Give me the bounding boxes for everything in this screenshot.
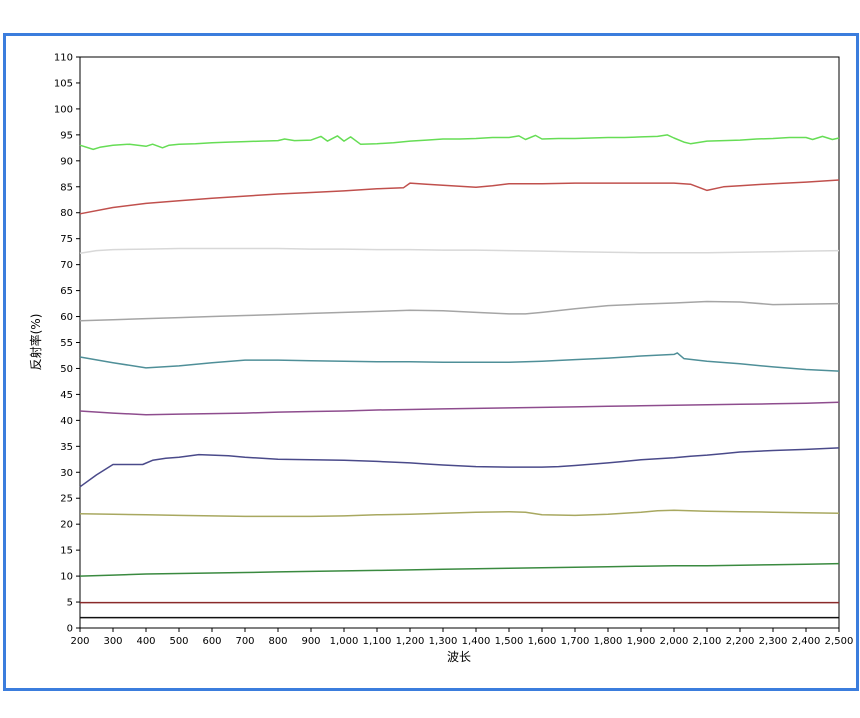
x-tick-label: 2,000 <box>660 636 689 647</box>
x-tick-label: 2,100 <box>693 636 722 647</box>
y-tick-label: 105 <box>54 78 73 89</box>
y-axis: 0 5 10 15 20 25 30 35 40 45 50 55 60 65 70 75 80 85 90 95 10… <box>54 53 80 635</box>
y-tick-label: 15 <box>60 546 73 557</box>
y-tick-label: 45 <box>60 390 73 401</box>
y-tick-label: 95 <box>60 130 73 141</box>
y-tick-label: 60 <box>60 312 73 323</box>
series-line-4 <box>79 300 840 322</box>
y-tick-label: 5 <box>67 598 73 609</box>
series-line-2 <box>79 179 840 215</box>
x-tick-label: 400 <box>136 636 155 647</box>
series-line-6 <box>79 401 840 416</box>
series-line-9 <box>79 562 840 577</box>
plot-area <box>79 56 840 629</box>
x-tick-label: 600 <box>202 636 221 647</box>
series-line-5 <box>79 352 840 372</box>
x-tick-label: 1,100 <box>363 636 392 647</box>
x-tick-label: 200 <box>70 636 89 647</box>
series-line-3 <box>79 247 840 254</box>
y-tick-label: 40 <box>60 416 73 427</box>
series-layer <box>79 134 840 619</box>
x-axis-title: 波长 <box>447 650 471 664</box>
x-tick-label: 500 <box>169 636 188 647</box>
y-tick-label: 85 <box>60 182 73 193</box>
y-tick-label: 75 <box>60 234 73 245</box>
x-tick-label: 300 <box>103 636 122 647</box>
x-tick-label: 1,700 <box>561 636 590 647</box>
y-tick-label: 90 <box>60 156 73 167</box>
chart-frame: 200 300 400 500 600 700 800 900 1,000 1,100 1,200 1… <box>3 33 859 691</box>
y-tick-label: 50 <box>60 364 73 375</box>
x-tick-label: 2,200 <box>726 636 755 647</box>
y-tick-label: 100 <box>54 104 73 115</box>
y-tick-label: 70 <box>60 260 73 271</box>
x-tick-label: 1,800 <box>594 636 623 647</box>
x-tick-label: 800 <box>268 636 287 647</box>
reflectance-chart: 200 300 400 500 600 700 800 900 1,000 1,100 1,200 1… <box>28 53 853 665</box>
y-axis-title: 反射率(%) <box>28 314 43 371</box>
y-tick-label: 55 <box>60 338 73 349</box>
x-tick-label: 2,400 <box>792 636 821 647</box>
x-tick-label: 1,600 <box>528 636 557 647</box>
series-line-1 <box>79 134 840 151</box>
x-tick-label: 1,900 <box>627 636 656 647</box>
y-tick-label: 0 <box>67 624 73 635</box>
x-tick-label: 2,500 <box>825 636 854 647</box>
y-tick-label: 35 <box>60 442 73 453</box>
x-tick-label: 1,200 <box>396 636 425 647</box>
y-tick-label: 80 <box>60 208 73 219</box>
x-tick-label: 1,000 <box>330 636 359 647</box>
x-tick-label: 1,500 <box>495 636 524 647</box>
x-tick-label: 2,300 <box>759 636 788 647</box>
series-line-7 <box>79 447 840 488</box>
y-tick-label: 65 <box>60 286 73 297</box>
y-tick-label: 25 <box>60 494 73 505</box>
x-tick-label: 1,400 <box>462 636 491 647</box>
series-line-8 <box>79 509 840 518</box>
x-tick-label: 900 <box>301 636 320 647</box>
x-axis: 200 300 400 500 600 700 800 900 1,000 1,100 1,200 1… <box>70 628 853 647</box>
x-tick-label: 700 <box>235 636 254 647</box>
y-tick-label: 110 <box>54 53 73 64</box>
y-tick-label: 30 <box>60 468 73 479</box>
x-tick-label: 1,300 <box>429 636 458 647</box>
y-tick-label: 10 <box>60 572 73 583</box>
y-tick-label: 20 <box>60 520 73 531</box>
